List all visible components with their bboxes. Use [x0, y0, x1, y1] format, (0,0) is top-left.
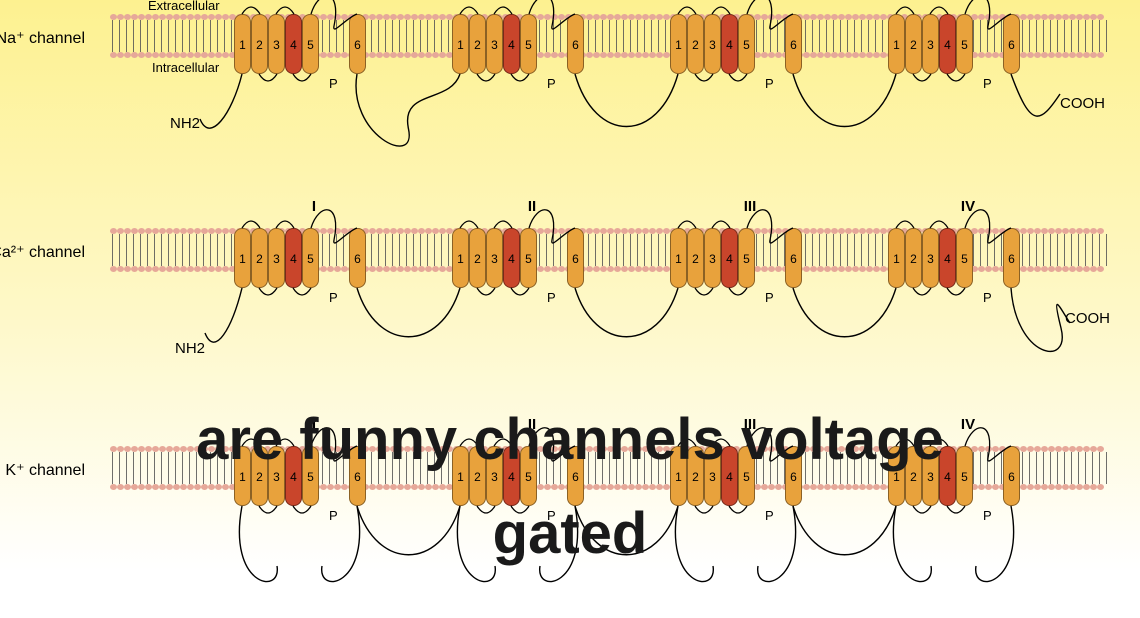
segment: 6	[349, 14, 366, 74]
domain-roman-label: III	[670, 198, 830, 215]
segment: 3	[922, 14, 939, 74]
segment: 2	[687, 14, 704, 74]
segment: 6	[785, 228, 802, 288]
segment: 1	[670, 228, 687, 288]
segment: 5	[956, 14, 973, 74]
p-loop-label: P	[765, 290, 774, 305]
segment: 5	[956, 228, 973, 288]
segment-s4: 4	[939, 14, 956, 74]
segment: 6	[349, 228, 366, 288]
segment: 6	[785, 14, 802, 74]
segment: 2	[905, 228, 922, 288]
overlay-text-line2: gated	[0, 504, 1140, 565]
segment: 1	[888, 228, 905, 288]
domain-group: II123456P	[452, 220, 612, 320]
segment: 3	[486, 14, 503, 74]
segment-s4: 4	[503, 228, 520, 288]
channel-label: Na⁺ channel	[0, 28, 85, 48]
segment: 1	[234, 14, 251, 74]
segment: 3	[704, 14, 721, 74]
p-loop-label: P	[765, 76, 774, 91]
segment: 5	[520, 14, 537, 74]
segment: 3	[268, 228, 285, 288]
segment: 2	[905, 14, 922, 74]
channel-label: Ca²⁺ channel	[0, 242, 85, 262]
segment: 6	[567, 14, 584, 74]
cooh-label: COOH	[1065, 310, 1110, 327]
segment-s4: 4	[939, 228, 956, 288]
domain-roman-label: IV	[888, 198, 1048, 215]
domain-group: III123456P	[670, 220, 830, 320]
segment: 5	[738, 228, 755, 288]
segment: 3	[486, 228, 503, 288]
domain-roman-label: II	[452, 198, 612, 215]
segment: 2	[469, 228, 486, 288]
segment-s4: 4	[503, 14, 520, 74]
p-loop-label: P	[983, 290, 992, 305]
segment: 1	[888, 14, 905, 74]
segment: 2	[687, 228, 704, 288]
segment: 5	[302, 228, 319, 288]
segment: 5	[738, 14, 755, 74]
segment: 5	[302, 14, 319, 74]
p-loop-label: P	[547, 76, 556, 91]
segment-s4: 4	[721, 228, 738, 288]
segment-s4: 4	[285, 228, 302, 288]
segment-s4: 4	[721, 14, 738, 74]
segment: 2	[251, 14, 268, 74]
segment-s4: 4	[285, 14, 302, 74]
segment: 5	[520, 228, 537, 288]
overlay-text-line1: are funny channels voltage	[0, 410, 1140, 471]
segment: 2	[469, 14, 486, 74]
domain-group: 123456P	[234, 6, 394, 106]
intracellular-label: Intracellular	[152, 60, 219, 75]
segment: 2	[251, 228, 268, 288]
domain-group: IV123456P	[888, 220, 1048, 320]
domain-group: 123456P	[452, 6, 612, 106]
segment: 6	[1003, 14, 1020, 74]
p-loop-label: P	[329, 76, 338, 91]
segment: 1	[452, 14, 469, 74]
segment: 6	[1003, 228, 1020, 288]
p-loop-label: P	[329, 290, 338, 305]
domain-roman-label: I	[234, 198, 394, 215]
segment: 3	[704, 228, 721, 288]
p-loop-label: P	[547, 290, 556, 305]
segment: 6	[567, 228, 584, 288]
cooh-label: COOH	[1060, 95, 1105, 112]
segment: 3	[922, 228, 939, 288]
nh2-label: NH2	[170, 115, 200, 132]
nh2-label: NH2	[175, 340, 205, 357]
segment: 3	[268, 14, 285, 74]
segment: 1	[234, 228, 251, 288]
p-loop-label: P	[983, 76, 992, 91]
extracellular-label: Extracellular	[148, 0, 220, 13]
domain-group: I123456P	[234, 220, 394, 320]
channel-row-1: Ca²⁺ channelI123456PII123456PIII123456PI…	[0, 200, 1140, 380]
channel-row-0: Na⁺ channelExtracellularIntracellular123…	[0, 0, 1140, 180]
domain-group: 123456P	[888, 6, 1048, 106]
segment: 1	[670, 14, 687, 74]
domain-group: 123456P	[670, 6, 830, 106]
segment: 1	[452, 228, 469, 288]
